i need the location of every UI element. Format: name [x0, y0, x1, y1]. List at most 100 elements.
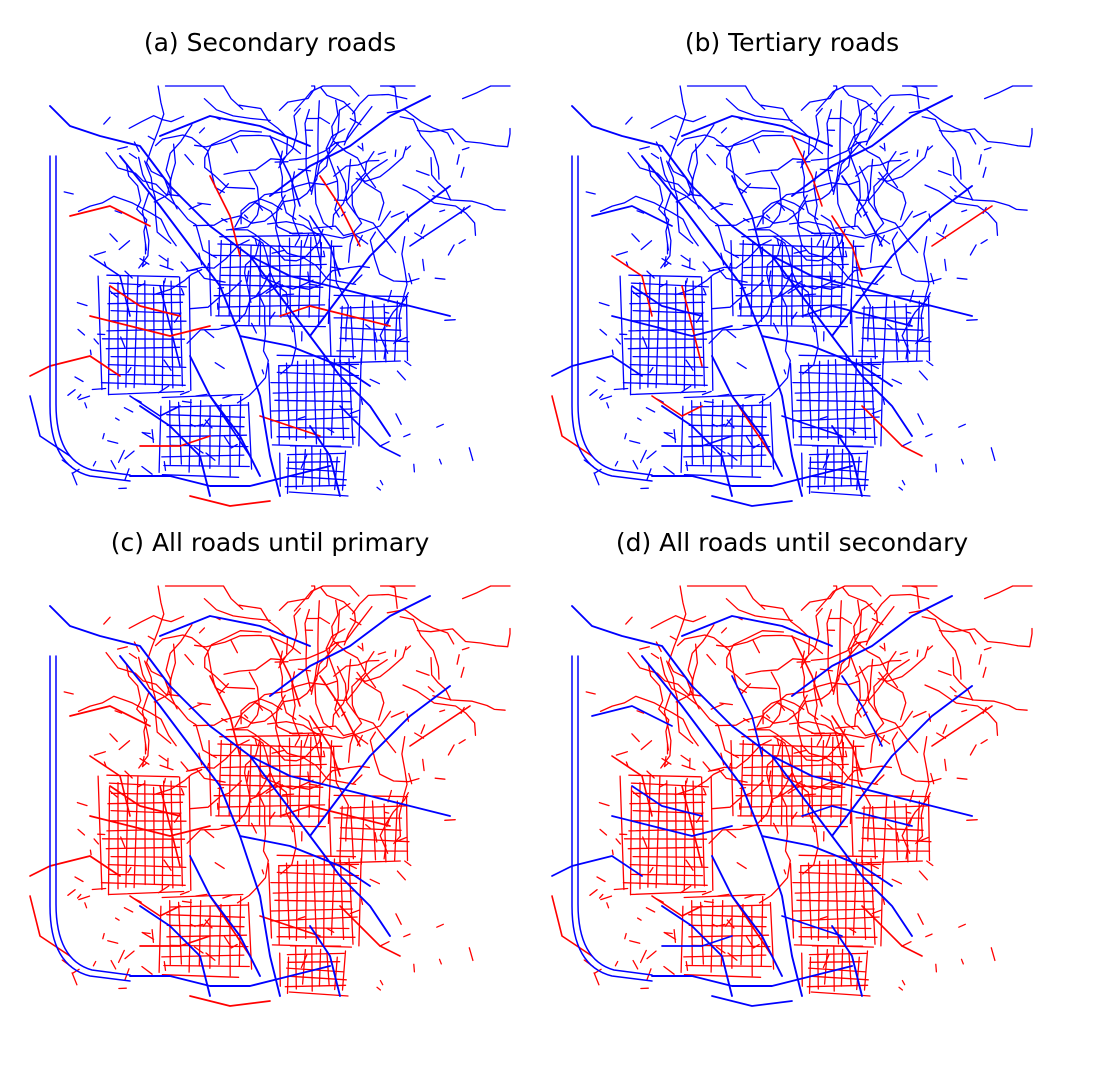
- minor-road: [77, 328, 86, 336]
- minor-road: [861, 305, 865, 363]
- minor-road: [293, 585, 360, 612]
- minor-road: [869, 650, 897, 763]
- minor-road: [938, 627, 1033, 648]
- minor-road: [217, 804, 326, 808]
- minor-road: [701, 390, 712, 396]
- primary-road: [761, 835, 893, 887]
- minor-road: [386, 609, 455, 645]
- minor-road: [740, 403, 744, 466]
- minor-road: [878, 671, 907, 721]
- minor-road: [170, 904, 249, 908]
- minor-road: [800, 363, 882, 367]
- primary-road: [651, 465, 853, 487]
- minor-road: [593, 972, 600, 986]
- minor-road: [896, 332, 900, 343]
- minor-road: [927, 145, 934, 151]
- minor-road: [358, 358, 362, 447]
- minor-road: [869, 150, 897, 263]
- minor-road: [230, 728, 324, 762]
- minor-road: [238, 104, 289, 155]
- minor-road: [184, 653, 195, 666]
- minor-road: [796, 399, 874, 403]
- minor-road: [117, 449, 125, 464]
- minor-road: [349, 305, 355, 360]
- minor-road: [158, 905, 162, 973]
- minor-road: [752, 943, 760, 949]
- minor-road: [632, 792, 707, 796]
- minor-road: [815, 585, 882, 612]
- minor-road: [639, 949, 647, 964]
- minor-road: [323, 355, 325, 446]
- minor-road: [768, 270, 772, 283]
- minor-road: [107, 301, 184, 305]
- minor-road: [377, 651, 387, 655]
- minor-road: [801, 784, 806, 791]
- minor-road: [89, 849, 92, 856]
- minor-road: [461, 146, 470, 151]
- minor-road: [852, 358, 858, 436]
- tertiary-road: [159, 785, 181, 867]
- minor-road: [827, 859, 829, 940]
- minor-road: [980, 739, 988, 745]
- minor-road: [917, 413, 924, 425]
- minor-road: [776, 238, 780, 246]
- minor-road: [629, 863, 709, 869]
- secondary-road: [711, 495, 793, 507]
- minor-road: [817, 946, 819, 990]
- minor-road: [427, 686, 435, 693]
- minor-road: [77, 695, 177, 747]
- motorway-road: [571, 655, 653, 982]
- minor-road: [606, 902, 610, 909]
- primary-road: [771, 755, 973, 817]
- minor-road: [220, 774, 320, 778]
- minor-road: [326, 927, 335, 933]
- minor-road: [664, 756, 667, 767]
- minor-road: [852, 858, 858, 936]
- minor-road: [144, 660, 172, 744]
- minor-road: [625, 261, 629, 267]
- minor-road: [300, 454, 308, 469]
- minor-road: [935, 963, 938, 973]
- minor-road: [314, 600, 333, 730]
- secondary-road: [661, 435, 733, 447]
- minor-road: [109, 290, 118, 298]
- minor-road: [845, 855, 847, 946]
- minor-road: [854, 158, 874, 227]
- minor-road: [254, 738, 258, 746]
- minor-road: [153, 143, 177, 203]
- minor-road: [230, 443, 238, 449]
- minor-road: [942, 224, 948, 235]
- minor-road: [405, 796, 409, 862]
- minor-road: [585, 191, 596, 195]
- minor-road: [177, 901, 183, 965]
- minor-road: [394, 149, 397, 158]
- minor-road: [700, 276, 706, 387]
- minor-road: [220, 324, 327, 328]
- minor-road: [760, 246, 764, 323]
- tertiary-road: [159, 285, 181, 367]
- minor-road: [393, 236, 408, 345]
- minor-road: [646, 450, 657, 460]
- minor-road: [258, 242, 262, 326]
- minor-road: [600, 395, 613, 401]
- minor-road: [330, 358, 336, 436]
- motorway-road: [55, 655, 131, 976]
- minor-road: [164, 585, 244, 610]
- minor-road: [151, 428, 155, 443]
- minor-road: [683, 893, 766, 899]
- minor-road: [189, 280, 243, 310]
- minor-road: [205, 952, 216, 961]
- minor-road: [760, 604, 811, 655]
- primary-road: [119, 655, 281, 997]
- primary-road: [661, 905, 733, 997]
- minor-road: [103, 116, 111, 125]
- minor-road: [606, 402, 610, 409]
- minor-road: [745, 435, 754, 448]
- minor-road: [887, 824, 893, 830]
- minor-road: [711, 280, 765, 310]
- minor-road: [72, 468, 80, 474]
- minor-road: [742, 717, 750, 723]
- minor-road: [882, 898, 886, 906]
- minor-road: [223, 107, 301, 175]
- minor-road: [275, 194, 357, 286]
